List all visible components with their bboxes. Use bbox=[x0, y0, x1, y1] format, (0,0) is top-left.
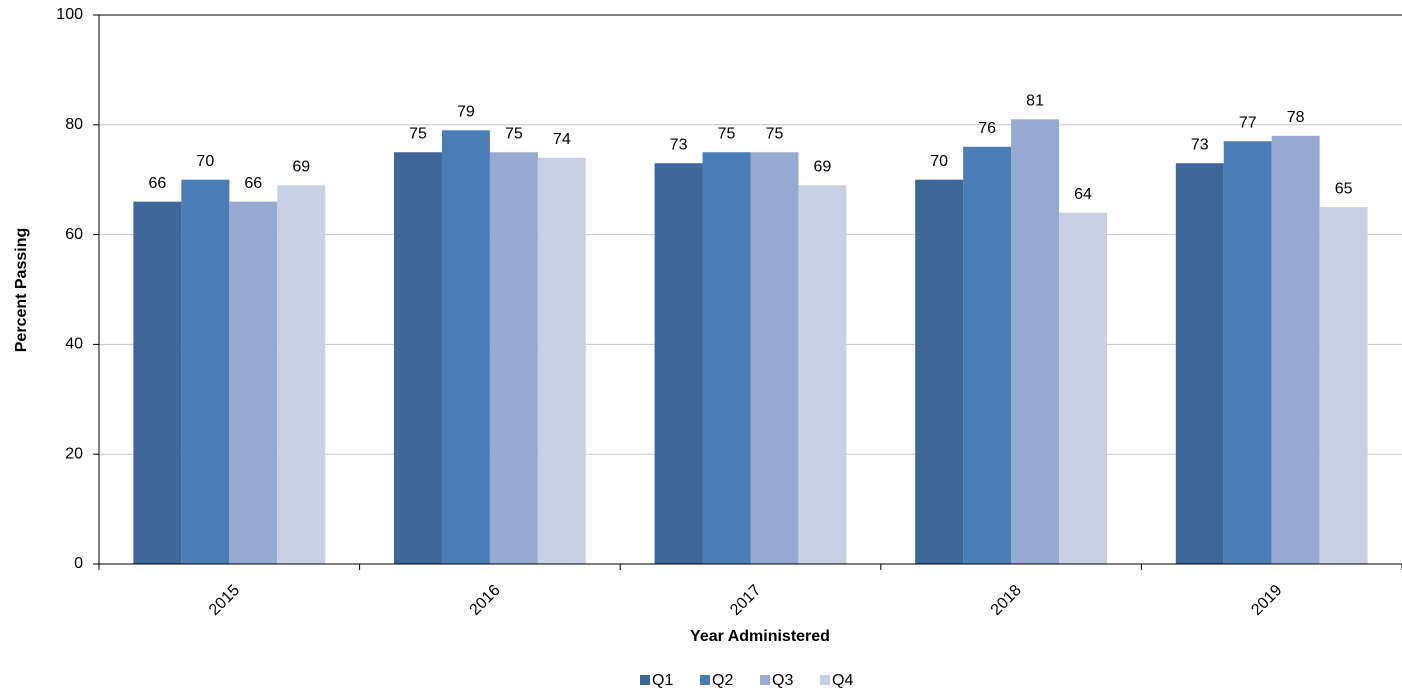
bar bbox=[1059, 212, 1108, 564]
bar bbox=[654, 163, 703, 565]
data-label: 73 bbox=[1191, 136, 1209, 153]
data-label: 64 bbox=[1074, 186, 1092, 203]
y-axis-title: Percent Passing bbox=[13, 228, 30, 353]
data-label: 76 bbox=[978, 120, 996, 137]
bar bbox=[963, 146, 1012, 564]
x-tick-label: 2019 bbox=[1248, 582, 1285, 619]
data-label: 73 bbox=[670, 136, 688, 153]
data-label: 81 bbox=[1026, 93, 1044, 110]
data-label: 75 bbox=[505, 125, 523, 142]
data-label: 69 bbox=[814, 158, 832, 175]
y-tick-label: 40 bbox=[65, 336, 83, 353]
bar bbox=[393, 152, 442, 564]
legend-label: Q1 bbox=[652, 672, 673, 689]
data-label: 75 bbox=[766, 125, 784, 142]
data-label: 78 bbox=[1287, 109, 1305, 126]
x-tick-label: 2015 bbox=[206, 582, 243, 619]
x-tick-label: 2016 bbox=[467, 582, 504, 619]
data-label: 79 bbox=[457, 104, 475, 121]
data-label: 69 bbox=[292, 158, 310, 175]
bar bbox=[702, 152, 751, 564]
bar bbox=[229, 201, 278, 564]
bar bbox=[1011, 119, 1060, 564]
data-label: 66 bbox=[244, 175, 262, 192]
data-label: 75 bbox=[409, 125, 427, 142]
legend-swatch bbox=[820, 675, 830, 685]
legend-label: Q3 bbox=[772, 672, 793, 689]
bar bbox=[277, 185, 326, 564]
bar bbox=[133, 201, 182, 564]
legend-label: Q2 bbox=[712, 672, 733, 689]
bar bbox=[1223, 141, 1272, 564]
y-tick-label: 100 bbox=[56, 6, 83, 23]
data-label: 65 bbox=[1335, 180, 1353, 197]
bar bbox=[1319, 207, 1368, 564]
data-label: 66 bbox=[148, 175, 166, 192]
bar bbox=[181, 179, 230, 564]
bar bbox=[537, 157, 586, 565]
legend-label: Q4 bbox=[832, 672, 853, 689]
data-label: 74 bbox=[553, 131, 571, 148]
bar bbox=[750, 152, 799, 564]
bar bbox=[489, 152, 538, 564]
bar bbox=[1271, 135, 1320, 564]
x-tick-label: 2017 bbox=[727, 582, 764, 619]
legend-swatch bbox=[640, 675, 650, 685]
x-tick-label: 2018 bbox=[988, 582, 1025, 619]
y-tick-label: 80 bbox=[65, 116, 83, 133]
y-tick-label: 20 bbox=[65, 445, 83, 462]
y-tick-label: 0 bbox=[74, 555, 83, 572]
bar bbox=[1175, 163, 1224, 565]
bar bbox=[798, 185, 847, 564]
data-label: 70 bbox=[196, 153, 214, 170]
bar bbox=[915, 179, 964, 564]
bar bbox=[441, 130, 490, 565]
data-label: 70 bbox=[930, 153, 948, 170]
data-label: 75 bbox=[718, 125, 736, 142]
x-axis-title: Year Administered bbox=[690, 628, 830, 645]
legend-swatch bbox=[760, 675, 770, 685]
y-tick-label: 60 bbox=[65, 226, 83, 243]
legend-swatch bbox=[700, 675, 710, 685]
data-label: 77 bbox=[1239, 114, 1257, 131]
